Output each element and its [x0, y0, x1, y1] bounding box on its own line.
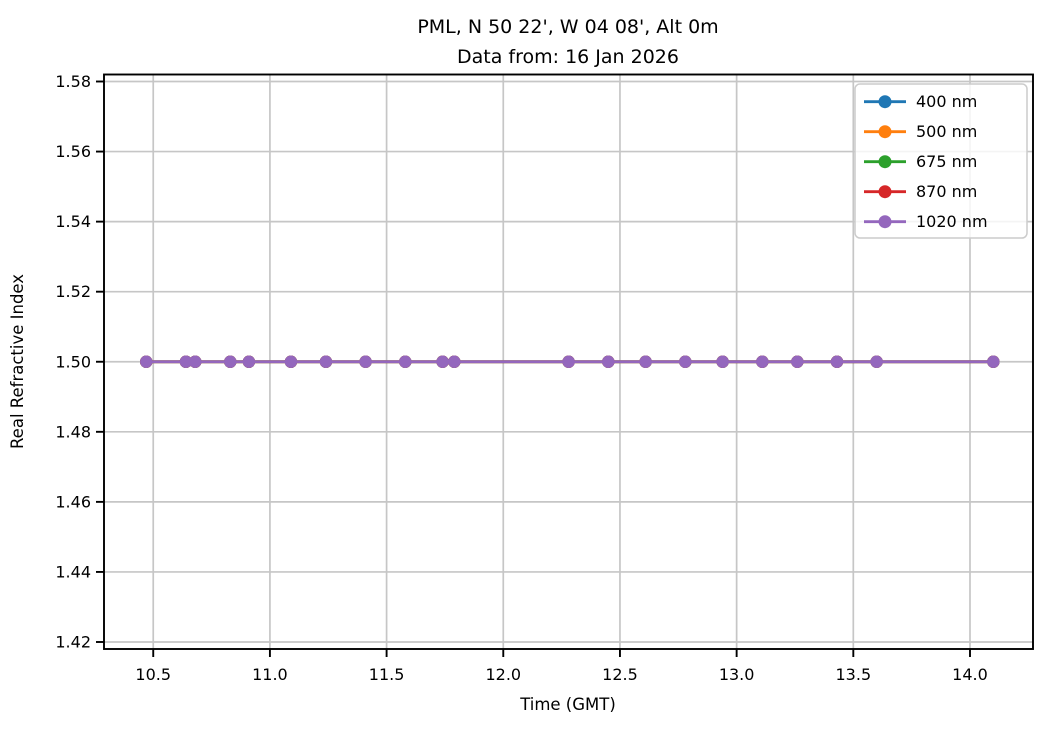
x-axis-label: Time (GMT) — [519, 695, 616, 714]
legend-marker — [878, 95, 892, 109]
data-point — [830, 355, 844, 368]
data-point — [436, 355, 449, 368]
legend-box — [854, 83, 1028, 239]
data-point — [756, 355, 769, 368]
x-tick-label: 12.5 — [602, 665, 638, 684]
x-tick-label: 10.5 — [135, 665, 171, 684]
legend-marker — [878, 215, 892, 229]
data-point — [284, 355, 298, 368]
legend-layer: 400 nm 500 nm 675 nm 870 nm 1020 nm — [854, 83, 1028, 239]
series-layer — [140, 355, 1000, 368]
x-tick-label: 13.0 — [719, 665, 755, 684]
y-axis-label: Real Refractive Index — [8, 274, 27, 449]
data-point — [242, 355, 256, 368]
y-tick-label: 1.50 — [55, 352, 91, 371]
data-point — [140, 355, 153, 368]
y-tick-label: 1.46 — [55, 492, 91, 511]
legend-marker — [878, 185, 892, 199]
data-point — [224, 355, 237, 368]
data-point — [639, 355, 652, 368]
y-tick-label: 1.54 — [55, 212, 91, 231]
y-tick-label: 1.52 — [55, 282, 91, 301]
legend-entry-label: 400 nm — [916, 92, 977, 111]
x-tick-label: 12.0 — [485, 665, 521, 684]
data-point — [399, 355, 412, 368]
legend-entry-label: 500 nm — [916, 122, 977, 141]
y-tick-label: 1.56 — [55, 142, 91, 161]
data-point — [716, 355, 729, 368]
legend-entry-label: 870 nm — [916, 182, 977, 201]
y-tick-label: 1.42 — [55, 632, 91, 651]
y-tick-label: 1.58 — [55, 72, 91, 91]
legend-entry-label: 1020 nm — [916, 212, 988, 231]
x-tick-label: 14.0 — [952, 665, 988, 684]
axes-layer: 10.5 11.0 11.5 12.0 12.5 13.0 13.5 14.0 1.42 1.44… — [55, 72, 1034, 684]
y-tick-label: 1.48 — [55, 422, 91, 441]
data-point — [179, 355, 193, 368]
chart-title-line-2: Data from: 16 Jan 2026 — [457, 46, 679, 68]
x-tick-label: 13.5 — [836, 665, 872, 684]
data-point — [987, 355, 1000, 368]
data-point — [562, 355, 575, 368]
chart-title-line-1: PML, N 50 22', W 04 08', Alt 0m — [417, 16, 718, 38]
data-point — [448, 355, 461, 368]
data-point — [319, 355, 333, 368]
legend-marker — [878, 155, 892, 169]
x-tick-label: 11.0 — [252, 665, 288, 684]
data-point — [602, 355, 615, 368]
data-point — [870, 355, 883, 368]
legend-marker — [878, 125, 892, 139]
data-point — [189, 355, 202, 368]
legend-entry-label: 675 nm — [916, 152, 977, 171]
x-tick-label: 11.5 — [369, 665, 405, 684]
y-tick-label: 1.44 — [55, 562, 91, 581]
data-point — [359, 355, 372, 368]
data-point — [679, 355, 692, 368]
data-point — [791, 355, 804, 368]
